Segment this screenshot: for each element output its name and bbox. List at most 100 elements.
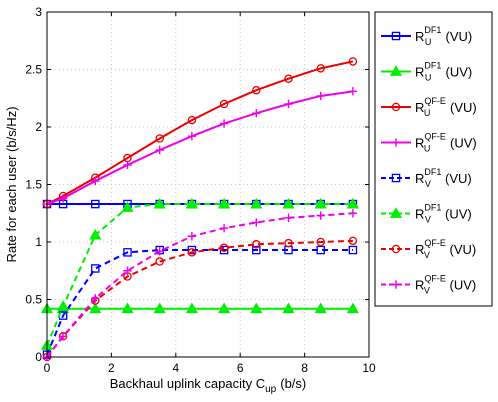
series-line (46, 90, 354, 205)
circle-marker (391, 102, 401, 112)
square-marker (391, 31, 401, 41)
triangle-marker (346, 197, 359, 209)
plus-marker (348, 87, 358, 96)
triangle-marker (314, 302, 327, 314)
triangle-marker (346, 302, 359, 314)
axis-ticks: 0 2 4 6 8 10 0 0.5 1 1.5 2 2.5 3 (25, 5, 376, 375)
circle-marker (155, 257, 164, 266)
x-axis-label-subscript: up (265, 384, 277, 395)
series-layer (40, 57, 359, 362)
x-tick-label: 10 (362, 361, 376, 375)
square-marker (91, 199, 100, 209)
plus-marker (58, 332, 68, 341)
legend-label: RDF1 U (VU) (415, 25, 472, 47)
triangle-marker (218, 302, 231, 314)
circle-marker (284, 238, 293, 248)
triangle-marker (89, 228, 102, 240)
y-tick-label: 0.5 (25, 293, 42, 307)
plus-marker (219, 119, 229, 128)
x-tick-label: 6 (237, 361, 244, 375)
legend-label: RQF-E U (UV) (415, 132, 477, 154)
series-R_V^DF1 (UV) (40, 197, 359, 350)
legend-label: RDF1 V (VU) (415, 167, 472, 189)
series-line (46, 60, 354, 205)
x-tick-label: 2 (108, 361, 115, 375)
square-marker (91, 264, 100, 273)
plus-marker (91, 294, 100, 303)
plus-marker (58, 194, 68, 203)
triangle-marker (314, 197, 327, 209)
plus-marker (252, 218, 261, 227)
circle-marker (316, 64, 325, 73)
y-tick-label: 2 (35, 120, 42, 134)
plus-marker (187, 232, 197, 241)
plus-marker (123, 266, 132, 275)
plus-marker (284, 99, 293, 109)
square-marker (316, 245, 325, 255)
plus-marker (391, 138, 401, 147)
series-R_V^DF1 (VU) (42, 245, 358, 359)
legend-label: RQF-E V (UV) (415, 274, 476, 296)
square-marker (219, 245, 229, 255)
circle-marker (219, 99, 229, 109)
circle-marker (187, 248, 197, 257)
series-line (46, 239, 353, 358)
legend-entry: RQF-E U (UV) (381, 132, 477, 154)
series-R_U^QF-E (UV) (42, 87, 358, 209)
plus-marker (155, 145, 164, 155)
triangle-marker (389, 65, 403, 76)
circle-marker (187, 115, 197, 125)
series-R_V^QF-E (VU) (42, 236, 358, 362)
legend-entry: RQF-E V (UV) (381, 274, 476, 296)
plus-marker (252, 109, 261, 118)
triangle-marker (185, 302, 198, 314)
triangle-marker (250, 197, 263, 209)
y-tick-label: 1.5 (25, 178, 42, 192)
x-axis-label: Backhaul uplink capacity Cup (b/s) (110, 376, 306, 395)
legend-entry: RQF-E U (VU) (381, 96, 477, 118)
plus-marker (219, 224, 229, 233)
legend-entry: RQF-E V (VU) (381, 238, 476, 260)
series-R_V^QF-E (UV) (42, 209, 358, 362)
series-line (46, 203, 353, 346)
y-tick-label: 1 (35, 235, 42, 249)
square-marker (252, 245, 261, 255)
triangle-marker (153, 302, 166, 314)
square-marker (123, 248, 132, 257)
legend-label: RDF1 V (UV) (415, 203, 472, 225)
x-axis-label-unit: (b/s) (280, 376, 306, 391)
y-tick-label: 2.5 (25, 63, 42, 77)
y-tick-label: 3 (35, 5, 42, 19)
plus-marker (155, 247, 164, 256)
legend-entry: RDF1 V (VU) (381, 167, 472, 189)
triangle-marker (218, 197, 231, 209)
legend-box (374, 11, 493, 307)
plus-marker (123, 160, 132, 170)
series-line (46, 249, 353, 356)
triangle-marker (89, 302, 102, 314)
circle-marker (348, 57, 358, 66)
x-tick-label: 4 (172, 361, 179, 375)
triangle-marker (185, 197, 198, 209)
legend-label: RDF1 U (UV) (415, 61, 472, 83)
triangle-marker (282, 197, 295, 209)
y-tick-label: 0 (35, 350, 42, 364)
circle-marker (252, 85, 261, 95)
square-marker (187, 245, 197, 255)
triangle-marker (57, 300, 70, 311)
circle-marker (155, 134, 164, 143)
plus-marker (391, 280, 401, 289)
square-marker (391, 173, 401, 183)
legend: RDF1 U (VU) RDF1 U (UV) RQF-E U (VU) RQF-E U (U… (374, 11, 493, 307)
plus-marker (348, 209, 358, 218)
legend-label: RQF-E U (VU) (415, 96, 477, 118)
circle-marker (348, 236, 358, 246)
plus-marker (316, 91, 325, 101)
plus-marker (187, 132, 197, 141)
triangle-marker (389, 207, 403, 218)
x-tick-label: 0 (44, 361, 51, 375)
circle-marker (284, 74, 293, 83)
square-marker (348, 245, 358, 255)
legend-entry: RDF1 V (UV) (381, 203, 472, 225)
